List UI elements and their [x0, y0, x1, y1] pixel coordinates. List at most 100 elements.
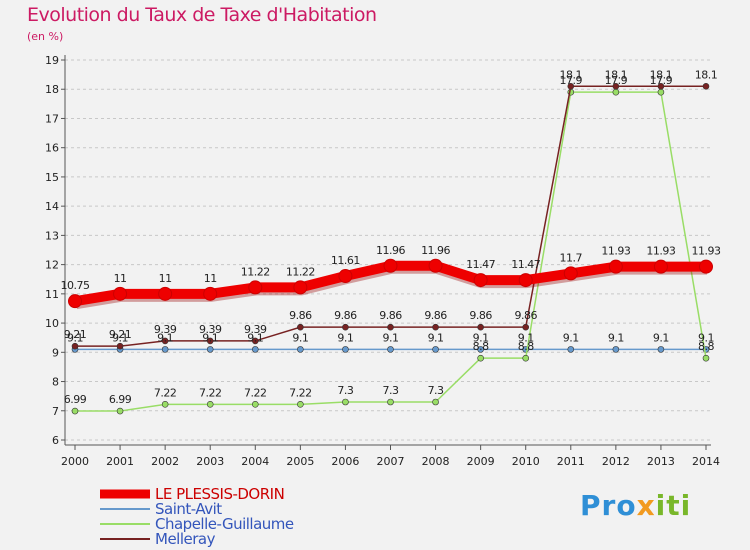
- data-point: [203, 286, 218, 301]
- data-label: 9.86: [469, 309, 492, 322]
- x-tick-label: 2005: [286, 455, 314, 468]
- data-point: [477, 346, 484, 353]
- y-tick-label: 6: [52, 434, 59, 447]
- x-tick-label: 2010: [512, 455, 540, 468]
- data-label: 11.22: [286, 265, 315, 278]
- chart-subtitle: (en %): [27, 30, 64, 43]
- data-label: 7.3: [383, 384, 399, 397]
- data-label: 6.99: [109, 393, 132, 406]
- data-point: [612, 83, 620, 90]
- y-tick-label: 10: [45, 317, 59, 330]
- data-point: [702, 83, 710, 90]
- data-label: 9.1: [337, 331, 353, 344]
- data-label: 11.7: [560, 251, 583, 264]
- data-point: [206, 337, 214, 345]
- data-label: 18.1: [650, 68, 673, 81]
- data-label: 9.86: [424, 309, 447, 322]
- y-tick-label: 9: [52, 346, 59, 359]
- legend: LE PLESSIS-DORINSaint-AvitChapelle-Guill…: [100, 485, 294, 548]
- data-label: 9.1: [518, 331, 534, 344]
- data-label: 11.96: [421, 244, 450, 257]
- data-label: 9.86: [514, 309, 537, 322]
- legend-label: Saint-Avit: [155, 500, 222, 518]
- data-point: [699, 259, 713, 274]
- data-point: [68, 294, 82, 309]
- data-label: 11: [114, 272, 127, 285]
- x-tick-label: 2004: [241, 455, 269, 468]
- x-tick-label: 2001: [106, 455, 134, 468]
- data-label: 9.1: [428, 331, 444, 344]
- series-line: [75, 85, 706, 347]
- data-label: 7.22: [289, 386, 312, 399]
- x-tick-label: 2008: [422, 455, 450, 468]
- data-label: 7.3: [337, 384, 353, 397]
- data-point: [432, 323, 439, 331]
- legend-label: Melleray: [155, 530, 216, 548]
- y-tick-label: 11: [45, 288, 59, 301]
- data-label: 9.86: [334, 309, 357, 322]
- data-label: 9.1: [383, 331, 399, 344]
- data-point: [612, 346, 620, 353]
- y-tick-label: 7: [52, 405, 59, 418]
- data-label: 17.9: [560, 74, 583, 87]
- data-label: 11: [204, 272, 217, 285]
- data-label: 10.75: [61, 279, 90, 292]
- data-point: [161, 346, 169, 353]
- data-label: 8.8: [473, 340, 489, 353]
- data-label: 11.47: [511, 258, 540, 271]
- data-label: 8.8: [518, 340, 534, 353]
- x-tick-label: 2002: [151, 455, 179, 468]
- data-point: [116, 407, 124, 415]
- data-point: [158, 286, 173, 301]
- x-tick-label: 2012: [602, 455, 630, 468]
- y-tick-label: 8: [52, 376, 59, 389]
- data-point: [297, 401, 304, 408]
- data-point: [567, 346, 575, 353]
- data-label: 9.1: [67, 331, 83, 344]
- data-point: [113, 286, 128, 301]
- axis-layer: 6 7 8 9 10 11 12 13 14 15 16 17 18 19 2000 2001 2002 2003…: [45, 54, 720, 468]
- data-label: 6.99: [64, 393, 87, 406]
- data-point: [342, 398, 349, 406]
- data-point: [612, 88, 620, 96]
- y-tick-label: 13: [45, 229, 59, 242]
- data-label: 17.9: [650, 74, 673, 87]
- data-label: 9.86: [379, 309, 402, 322]
- data-point: [251, 337, 259, 345]
- data-point: [342, 346, 349, 353]
- data-point: [342, 323, 349, 331]
- logo-text-part1: Pro: [580, 489, 637, 522]
- data-point: [387, 346, 394, 353]
- data-label: 9.21: [64, 328, 87, 341]
- x-tick-label: 2011: [557, 455, 585, 468]
- data-point: [477, 354, 484, 362]
- data-label: 7.3: [428, 384, 444, 397]
- data-point: [473, 273, 488, 288]
- data-label: 9.86: [289, 309, 312, 322]
- data-point: [71, 407, 79, 415]
- data-label: 18.1: [695, 68, 718, 81]
- data-point: [518, 273, 533, 288]
- x-tick-label: 2006: [331, 455, 359, 468]
- data-point: [432, 346, 439, 353]
- data-point: [657, 83, 665, 90]
- data-label: 17.9: [605, 74, 628, 87]
- y-tick-label: 14: [45, 200, 59, 213]
- logo-text-part2: x: [636, 489, 656, 522]
- data-point: [206, 346, 214, 353]
- data-label: 9.1: [202, 331, 218, 344]
- data-point: [608, 259, 623, 274]
- data-label: 9.1: [247, 331, 263, 344]
- data-point: [116, 342, 124, 350]
- data-label: 7.22: [199, 386, 222, 399]
- data-point: [251, 346, 259, 353]
- data-label: 9.1: [608, 331, 624, 344]
- data-label: 18.1: [605, 68, 628, 81]
- legend-label: LE PLESSIS-DORIN: [155, 485, 284, 503]
- data-label: 9.39: [154, 323, 177, 336]
- data-point: [206, 401, 214, 408]
- x-tick-label: 2007: [377, 455, 405, 468]
- data-point: [297, 346, 304, 353]
- data-point: [563, 266, 578, 281]
- data-label: 11.96: [376, 244, 405, 257]
